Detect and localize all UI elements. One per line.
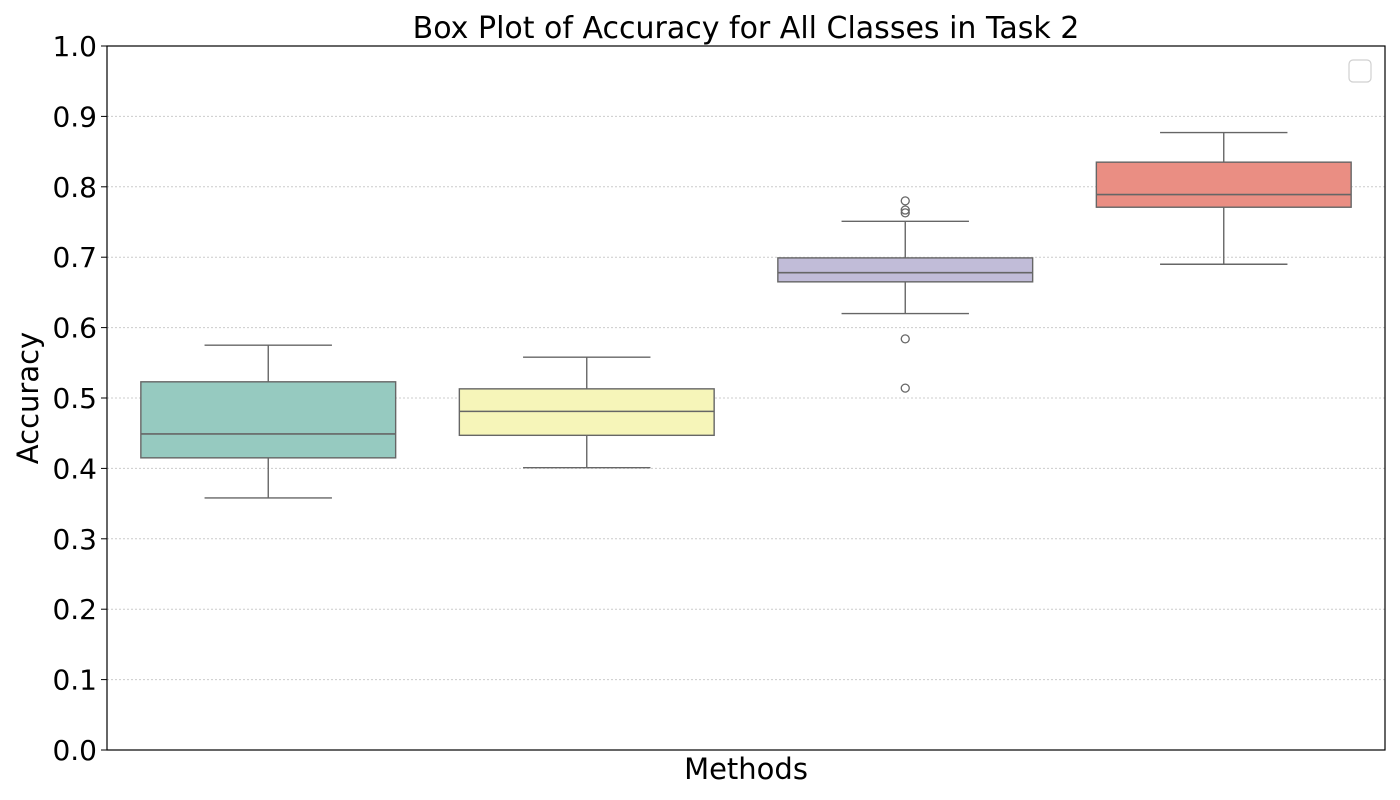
y-tick-label: 1.0 xyxy=(52,30,97,63)
outlier-point xyxy=(900,334,910,344)
y-tick-label: 0.8 xyxy=(52,171,97,204)
iqr-box xyxy=(140,381,397,459)
boxes xyxy=(140,131,1352,499)
outlier-point xyxy=(900,208,910,218)
outlier-point xyxy=(900,383,910,393)
legend-box xyxy=(1348,59,1372,83)
iqr-box xyxy=(777,257,1034,283)
box-group xyxy=(140,344,397,499)
y-tick-label: 0.1 xyxy=(52,664,97,697)
y-tick-label: 0.9 xyxy=(52,100,97,133)
y-tick-label: 0.4 xyxy=(52,452,97,485)
y-axis-ticks: 0.0 0.1 0.2 0.3 0.4 0.5 0.6 0.7 0.8 0.9 1.0 xyxy=(52,30,107,767)
y-axis-label: Accuracy xyxy=(11,332,45,464)
y-tick-label: 0.7 xyxy=(52,241,97,274)
y-tick-label: 0.0 xyxy=(52,734,97,767)
box-group xyxy=(777,196,1034,393)
outlier-point xyxy=(900,196,910,206)
y-tick-label: 0.2 xyxy=(52,593,97,626)
box-group xyxy=(1095,131,1352,265)
y-tick-label: 0.6 xyxy=(52,312,97,345)
y-tick-label: 0.5 xyxy=(52,382,97,415)
iqr-box xyxy=(1095,161,1352,208)
chart-title: Box Plot of Accuracy for All Classes in … xyxy=(413,11,1080,46)
outlier-point xyxy=(900,205,910,215)
box-group xyxy=(458,356,715,469)
x-axis-label: Methods xyxy=(684,752,808,786)
y-tick-label: 0.3 xyxy=(52,523,97,556)
